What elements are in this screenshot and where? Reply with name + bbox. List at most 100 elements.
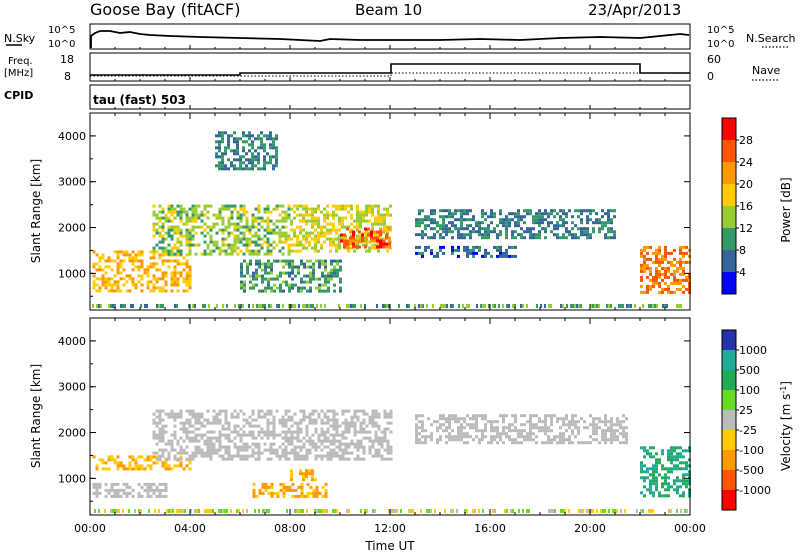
colorbar-tick-label: -1000 (739, 484, 771, 497)
colorbar-tick-label: 16 (739, 200, 753, 213)
heatmap-region (152, 204, 291, 256)
power-heatmap-layer (92, 131, 691, 308)
beam-title: Beam 10 (355, 1, 422, 19)
heatmap-region (152, 409, 393, 461)
colorbar-segment (722, 140, 736, 163)
y-tick-label: 3000 (58, 176, 86, 189)
nave-tick-top: 60 (707, 53, 721, 66)
freq-label: Freq. (8, 56, 33, 67)
ground-scatter-band (94, 509, 688, 513)
colorbar-tick-label: 500 (739, 364, 760, 377)
freq-tick-top: 18 (60, 53, 74, 66)
colorbar-tick-label: 8 (739, 244, 746, 257)
x-tick-label: 00:00 (74, 522, 106, 535)
velocity-heatmap-layer (92, 409, 691, 513)
noise-tick-left-bottom: 10^0 (48, 39, 75, 50)
x-axis-ticks: 00:00 04:00 08:00 12:00 16:00 20:00 00:00 (74, 522, 706, 535)
heatmap-region (252, 482, 328, 498)
colorbar-tick-label: 24 (739, 156, 753, 169)
heatmap-region (92, 455, 192, 471)
colorbar-tick-label: -100 (739, 444, 764, 457)
colorbar-segment (722, 450, 736, 471)
colorbar-tick-label: 12 (739, 222, 753, 235)
freq-tick-bottom: 8 (64, 70, 71, 83)
colorbar-segment (722, 390, 736, 411)
colorbar-tick-label: 1000 (739, 344, 767, 357)
colorbar-tick-label: 25 (739, 404, 753, 417)
heatmap-region (290, 469, 317, 482)
nave-trace (90, 72, 640, 77)
colorbar-tick-label: -25 (739, 424, 757, 437)
y-tick-label: 1000 (58, 472, 86, 485)
cpid-label: CPID (4, 89, 33, 102)
x-tick-label: 12:00 (374, 522, 406, 535)
x-tick-label: 20:00 (574, 522, 606, 535)
y-tick-label: 2000 (58, 427, 86, 440)
heatmap-region (240, 259, 342, 293)
heatmap-region (92, 250, 192, 293)
y-tick-label: 1000 (58, 267, 86, 280)
colorbar-segment (722, 162, 736, 185)
x-tick-label: 08:00 (274, 522, 306, 535)
y-tick-label: 4000 (58, 335, 86, 348)
colorbar-tick-label: 28 (739, 134, 753, 147)
noise-tick-right-top: 10^5 (707, 25, 734, 36)
colorbar-segment (722, 250, 736, 273)
nave-tick-bottom: 0 (707, 70, 714, 83)
station-title: Goose Bay (fitACF) (90, 0, 240, 19)
ground-scatter-band (92, 304, 682, 308)
colorbar-tick-label: -500 (739, 464, 764, 477)
velocity-colorbar: 1000 500 100 25 -25 -100 -500 -1000 (721, 329, 771, 511)
colorbar-segment (722, 206, 736, 229)
heatmap-region (640, 245, 691, 294)
nsearch-label: N.Search (746, 32, 796, 45)
colorbar-tick-label: 4 (739, 266, 746, 279)
power-axes: 1000 2000 3000 4000 (58, 45, 691, 310)
noise-tick-right-bottom: 10^0 (707, 39, 734, 50)
colorbar-segment (722, 184, 736, 207)
colorbar-segment (722, 370, 736, 391)
heatmap-region (415, 414, 628, 445)
colorbar-tick-label: 100 (739, 384, 760, 397)
colorbar-frame (721, 329, 737, 511)
colorbar-segment (722, 410, 736, 431)
cpid-value: tau (fast) 503 (93, 93, 186, 107)
heatmap-region (640, 446, 691, 498)
x-tick-label: 04:00 (174, 522, 206, 535)
colorbar-segment (722, 490, 736, 511)
freq-trace (90, 63, 690, 76)
velocity-ylabel: Slant Range [km] (29, 364, 43, 468)
colorbar-tick-label: 20 (739, 178, 753, 191)
freq-unit: [MHz] (4, 68, 33, 79)
power-ylabel: Slant Range [km] (29, 159, 43, 263)
date-title: 23/Apr/2013 (588, 1, 681, 19)
y-tick-label: 2000 (58, 222, 86, 235)
colorbar-segment (722, 228, 736, 251)
colorbar-segment (722, 350, 736, 371)
colorbar-segment (722, 330, 736, 351)
heatmap-region (415, 209, 616, 240)
velocity-axes: 1000 2000 3000 4000 (58, 318, 691, 515)
power-colorbar: 28 24 20 16 12 8 4 (721, 117, 753, 295)
heatmap-region (215, 131, 278, 171)
nsky-trace (90, 30, 690, 48)
noise-tick-left-top: 10^5 (48, 25, 75, 36)
nsky-label: N.Sky (4, 32, 36, 45)
power-colorbar-label: Power [dB] (779, 177, 793, 242)
colorbar-segment (722, 118, 736, 141)
colorbar-segment (722, 470, 736, 491)
heatmap-region (290, 204, 392, 253)
x-tick-label: 00:00 (674, 522, 706, 535)
x-tick-label: 16:00 (474, 522, 506, 535)
heatmap-region (415, 245, 517, 258)
y-tick-label: 3000 (58, 381, 86, 394)
x-axis-label: Time UT (364, 539, 415, 553)
freq-panel (89, 52, 691, 82)
heatmap-region (340, 227, 391, 249)
y-tick-label: 4000 (58, 130, 86, 143)
colorbar-segment (722, 430, 736, 451)
velocity-colorbar-label: Velocity [m s-1] (779, 381, 793, 471)
heatmap-region (92, 482, 168, 498)
nave-label: Nave (752, 64, 780, 77)
